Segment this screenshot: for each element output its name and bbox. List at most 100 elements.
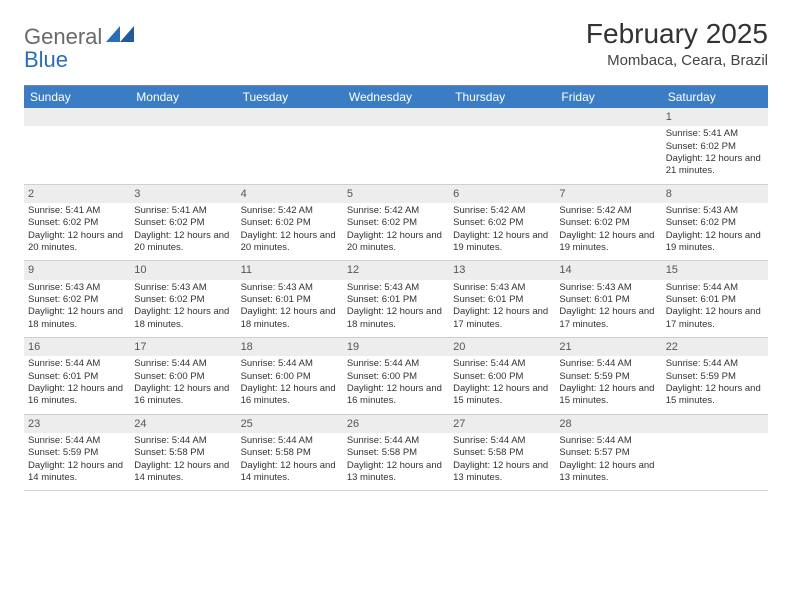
- sunrise-line: Sunrise: 5:44 AM: [347, 358, 445, 370]
- calendar-day-cell: 10Sunrise: 5:43 AMSunset: 6:02 PMDayligh…: [130, 261, 236, 338]
- calendar-day-cell: 20Sunrise: 5:44 AMSunset: 6:00 PMDayligh…: [449, 338, 555, 415]
- calendar-day-cell: [237, 108, 343, 184]
- sunrise-line: Sunrise: 5:43 AM: [347, 282, 445, 294]
- calendar-header: SundayMondayTuesdayWednesdayThursdayFrid…: [24, 86, 768, 108]
- calendar-day-cell: [130, 108, 236, 184]
- logo-triangle-icon: [106, 24, 134, 44]
- day-number: 2: [24, 185, 130, 203]
- daylight-line: Daylight: 12 hours and 21 minutes.: [666, 153, 764, 178]
- calendar-week-row: 16Sunrise: 5:44 AMSunset: 6:01 PMDayligh…: [24, 338, 768, 415]
- day-number-empty: [343, 108, 449, 126]
- day-number: 18: [237, 338, 343, 356]
- day-number: 22: [662, 338, 768, 356]
- daylight-line: Daylight: 12 hours and 20 minutes.: [28, 230, 126, 255]
- calendar-day-cell: 23Sunrise: 5:44 AMSunset: 5:59 PMDayligh…: [24, 414, 130, 491]
- day-number: 25: [237, 415, 343, 433]
- sunrise-line: Sunrise: 5:42 AM: [347, 205, 445, 217]
- sunrise-line: Sunrise: 5:43 AM: [134, 282, 232, 294]
- logo-text-2: Blue: [24, 47, 768, 73]
- day-number: 12: [343, 261, 449, 279]
- sunset-line: Sunset: 6:00 PM: [241, 371, 339, 383]
- day-number: 1: [662, 108, 768, 126]
- sunset-line: Sunset: 6:01 PM: [666, 294, 764, 306]
- sunrise-line: Sunrise: 5:42 AM: [453, 205, 551, 217]
- weekday-header: Monday: [130, 86, 236, 108]
- day-number: 15: [662, 261, 768, 279]
- calendar-week-row: 23Sunrise: 5:44 AMSunset: 5:59 PMDayligh…: [24, 414, 768, 491]
- sunset-line: Sunset: 5:59 PM: [559, 371, 657, 383]
- sunrise-line: Sunrise: 5:43 AM: [453, 282, 551, 294]
- sunset-line: Sunset: 6:02 PM: [666, 141, 764, 153]
- sunset-line: Sunset: 5:58 PM: [453, 447, 551, 459]
- sunrise-line: Sunrise: 5:44 AM: [666, 282, 764, 294]
- daylight-line: Daylight: 12 hours and 16 minutes.: [241, 383, 339, 408]
- calendar-day-cell: [343, 108, 449, 184]
- calendar-day-cell: 11Sunrise: 5:43 AMSunset: 6:01 PMDayligh…: [237, 261, 343, 338]
- sunset-line: Sunset: 5:57 PM: [559, 447, 657, 459]
- calendar-day-cell: 15 Sunrise: 5:44 AMSunset: 6:01 PMDayligh…: [662, 261, 768, 338]
- daylight-line: Daylight: 12 hours and 16 minutes.: [28, 383, 126, 408]
- weekday-header: Friday: [555, 86, 661, 108]
- day-number: 20: [449, 338, 555, 356]
- daylight-line: Daylight: 12 hours and 20 minutes.: [241, 230, 339, 255]
- day-number: 26: [343, 415, 449, 433]
- daylight-line: Daylight: 12 hours and 13 minutes.: [347, 460, 445, 485]
- sunset-line: Sunset: 6:02 PM: [28, 217, 126, 229]
- daylight-line: Daylight: 12 hours and 17 minutes.: [666, 306, 764, 331]
- weekday-header: Saturday: [662, 86, 768, 108]
- sunrise-line: Sunrise: 5:42 AM: [559, 205, 657, 217]
- calendar-day-cell: [449, 108, 555, 184]
- sunset-line: Sunset: 6:02 PM: [28, 294, 126, 306]
- day-number: 28: [555, 415, 661, 433]
- calendar-day-cell: 21Sunrise: 5:44 AMSunset: 5:59 PMDayligh…: [555, 338, 661, 415]
- daylight-line: Daylight: 12 hours and 16 minutes.: [347, 383, 445, 408]
- sunset-line: Sunset: 6:00 PM: [453, 371, 551, 383]
- sunrise-line: Sunrise: 5:44 AM: [28, 435, 126, 447]
- logo: General: [24, 18, 134, 50]
- day-number: 10: [130, 261, 236, 279]
- daylight-line: Daylight: 12 hours and 20 minutes.: [347, 230, 445, 255]
- calendar-day-cell: 4Sunrise: 5:42 AMSunset: 6:02 PMDaylight…: [237, 184, 343, 261]
- daylight-line: Daylight: 12 hours and 18 minutes.: [134, 306, 232, 331]
- calendar-day-cell: 2 Sunrise: 5:41 AMSunset: 6:02 PMDaylight…: [24, 184, 130, 261]
- day-number-empty: [24, 108, 130, 126]
- daylight-line: Daylight: 12 hours and 17 minutes.: [453, 306, 551, 331]
- sunrise-line: Sunrise: 5:44 AM: [134, 435, 232, 447]
- day-number: 5: [343, 185, 449, 203]
- calendar-day-cell: 13Sunrise: 5:43 AMSunset: 6:01 PMDayligh…: [449, 261, 555, 338]
- sunset-line: Sunset: 6:02 PM: [453, 217, 551, 229]
- sunset-line: Sunset: 6:01 PM: [347, 294, 445, 306]
- sunset-line: Sunset: 6:01 PM: [559, 294, 657, 306]
- weekday-header: Thursday: [449, 86, 555, 108]
- sunrise-line: Sunrise: 5:44 AM: [28, 358, 126, 370]
- calendar-body: 1Sunrise: 5:41 AMSunset: 6:02 PMDaylight…: [24, 108, 768, 491]
- sunset-line: Sunset: 5:58 PM: [134, 447, 232, 459]
- sunset-line: Sunset: 6:02 PM: [134, 217, 232, 229]
- calendar-day-cell: 18 Sunrise: 5:44 AMSunset: 6:00 PMDayligh…: [237, 338, 343, 415]
- day-number: 13: [449, 261, 555, 279]
- sunset-line: Sunset: 6:02 PM: [347, 217, 445, 229]
- daylight-line: Daylight: 12 hours and 17 minutes.: [559, 306, 657, 331]
- calendar-day-cell: 28Sunrise: 5:44 AMSunset: 5:57 PMDayligh…: [555, 414, 661, 491]
- calendar-day-cell: 3Sunrise: 5:41 AMSunset: 6:02 PMDaylight…: [130, 184, 236, 261]
- sunset-line: Sunset: 5:58 PM: [241, 447, 339, 459]
- sunrise-line: Sunrise: 5:44 AM: [559, 358, 657, 370]
- day-number-empty: [555, 108, 661, 126]
- day-number-empty: [449, 108, 555, 126]
- calendar-day-cell: 16Sunrise: 5:44 AMSunset: 6:01 PMDayligh…: [24, 338, 130, 415]
- calendar-day-cell: 8Sunrise: 5:43 AMSunset: 6:02 PMDaylight…: [662, 184, 768, 261]
- sunrise-line: Sunrise: 5:44 AM: [241, 358, 339, 370]
- calendar-day-cell: 9Sunrise: 5:43 AMSunset: 6:02 PMDaylight…: [24, 261, 130, 338]
- daylight-line: Daylight: 12 hours and 13 minutes.: [559, 460, 657, 485]
- month-title: February 2025: [586, 18, 768, 50]
- daylight-line: Daylight: 12 hours and 18 minutes.: [28, 306, 126, 331]
- sunrise-line: Sunrise: 5:44 AM: [241, 435, 339, 447]
- calendar-day-cell: 6Sunrise: 5:42 AMSunset: 6:02 PMDaylight…: [449, 184, 555, 261]
- sunset-line: Sunset: 5:59 PM: [666, 371, 764, 383]
- sunrise-line: Sunrise: 5:41 AM: [28, 205, 126, 217]
- daylight-line: Daylight: 12 hours and 18 minutes.: [241, 306, 339, 331]
- sunrise-line: Sunrise: 5:41 AM: [134, 205, 232, 217]
- daylight-line: Daylight: 12 hours and 15 minutes.: [559, 383, 657, 408]
- calendar-week-row: 2Sunrise: 5:41 AMSunset: 6:02 PMDaylight…: [24, 184, 768, 261]
- calendar-day-cell: 24Sunrise: 5:44 AMSunset: 5:58 PMDayligh…: [130, 414, 236, 491]
